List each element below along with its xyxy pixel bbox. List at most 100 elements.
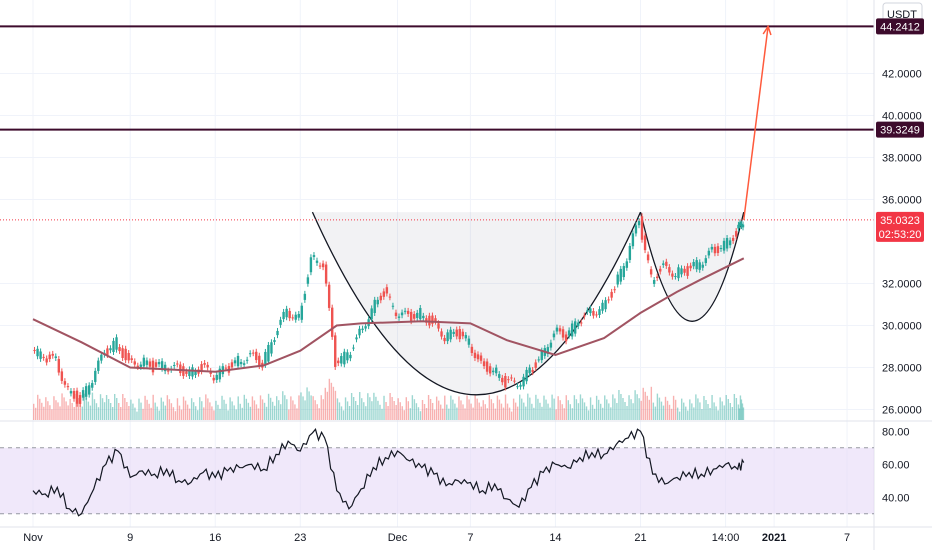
candle-body [54, 356, 57, 358]
time-axis[interactable]: Nov 9 16 23 Dec 7 14 21 14:00 2021 7 [23, 532, 850, 544]
volume-bar [300, 392, 302, 420]
level-price-tag [876, 18, 924, 35]
price-tick-label: 28.0000 [882, 363, 922, 375]
volume-bar [107, 399, 110, 420]
volume-bar [180, 409, 183, 420]
volume-bar [41, 402, 43, 420]
projection-arrow[interactable] [743, 24, 772, 220]
volume-bar [150, 407, 152, 420]
volume-bar [737, 404, 740, 420]
candle-body [142, 357, 146, 367]
volume-bar [654, 406, 657, 420]
volume-bar [458, 396, 460, 420]
projection-line[interactable] [743, 26, 769, 220]
volume-bar [543, 395, 545, 420]
volume-bar [99, 394, 102, 420]
volume-bar [49, 405, 51, 420]
candle-body [288, 310, 291, 319]
candle-body [42, 356, 45, 358]
volume-bar [89, 405, 92, 420]
volume-bar [120, 407, 122, 420]
volume-bar [685, 406, 687, 420]
volume-bar [375, 396, 377, 420]
candle-body [36, 348, 39, 357]
horizontal-levels[interactable] [0, 25, 874, 221]
volume-bar [624, 402, 626, 420]
volume-bar [209, 402, 211, 420]
candle-body [355, 337, 358, 340]
volume-bar [452, 399, 454, 420]
volume-bar [413, 399, 416, 420]
volume-bar [306, 387, 308, 420]
price-axis[interactable]: USDT 26.0000 28.0000 30.0000 32.0000 36.0000… [882, 2, 923, 417]
volume-bar [575, 399, 578, 420]
candle-body [115, 337, 118, 350]
volume-bar [713, 402, 715, 420]
price-tick-label: 38.0000 [882, 153, 922, 165]
candle-body [485, 361, 489, 372]
volume-bar [43, 406, 45, 420]
volume-bar [73, 407, 75, 420]
volume-bar [168, 399, 171, 420]
volume-bar [241, 407, 243, 420]
volume-bar [460, 400, 462, 420]
volume-bar [581, 398, 584, 420]
volume-bar [233, 405, 235, 420]
volume-bar [640, 400, 642, 420]
rsi-pane[interactable] [0, 428, 874, 517]
cup-curve [311, 211, 642, 396]
volume-bar [77, 398, 79, 420]
volume-bar [741, 403, 744, 420]
candle-body [446, 332, 449, 342]
level-price-tag [876, 121, 924, 138]
volume-bar [496, 395, 499, 420]
time-tick-label: 9 [127, 532, 133, 544]
candle-body [586, 310, 589, 312]
volume-bar [223, 399, 225, 420]
candle-body [501, 377, 504, 383]
volume-bar [259, 395, 262, 420]
volume-bar [354, 401, 357, 420]
volume-bar [510, 411, 513, 420]
volume-bar [433, 409, 436, 420]
candle-body [75, 390, 79, 404]
volume-bar [674, 399, 677, 420]
candle-body [397, 316, 401, 318]
volume-bar [369, 397, 371, 420]
price-tick-label: 42.0000 [882, 69, 922, 81]
volume-bar [318, 408, 320, 420]
candle-body [276, 330, 279, 336]
volume-bar [225, 403, 227, 420]
volume-bar [109, 403, 112, 420]
candle-body [443, 337, 446, 342]
candle-body [94, 370, 97, 382]
volume-bar [658, 397, 661, 420]
volume-bar [403, 410, 405, 420]
volume-bar [470, 403, 472, 420]
volume-bar [417, 407, 420, 420]
candle-body [236, 355, 240, 367]
price-tick-label: 40.0000 [882, 111, 922, 123]
candle-body [334, 335, 337, 367]
candle-body [467, 338, 471, 345]
candle-body [686, 266, 689, 276]
volume-bar [591, 404, 594, 420]
candle-body [713, 246, 717, 254]
volume-bar [101, 398, 104, 420]
candle-body [522, 376, 525, 387]
price-series [33, 213, 745, 407]
volume-bar [166, 395, 169, 420]
volume-bar [486, 408, 488, 420]
volume-bar [389, 393, 391, 420]
candle-body [321, 263, 325, 268]
candle-body [252, 352, 255, 354]
candle-body [695, 260, 698, 270]
volume-bar [334, 390, 337, 420]
price-tick-label: 36.0000 [882, 195, 922, 207]
volume-bar [217, 404, 219, 420]
candle-body [81, 390, 85, 398]
volume-bar [97, 407, 100, 420]
candle-body [72, 391, 76, 399]
